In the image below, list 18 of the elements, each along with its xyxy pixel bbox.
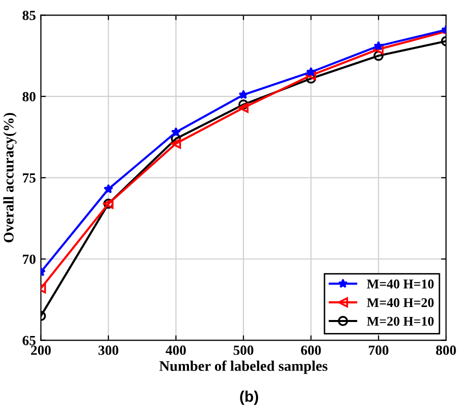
- x-tick-label: 700: [368, 346, 388, 355]
- x-tick-label: 200: [31, 346, 51, 355]
- x-tick-label: 300: [98, 346, 118, 355]
- y-tick-label: 80: [22, 92, 36, 102]
- x-axis-title: Number of labeled samples: [159, 360, 328, 374]
- x-tick-label: 600: [301, 346, 321, 355]
- x-tick-label: 800: [436, 346, 456, 355]
- y-tick-label: 75: [22, 173, 36, 183]
- text: (b): [240, 390, 258, 405]
- y-tick-label: 65: [22, 336, 36, 346]
- legend-label: M=20 H=10: [366, 316, 434, 326]
- y-tick-label: 85: [22, 10, 36, 20]
- x-tick-label: 500: [234, 346, 254, 355]
- legend-label: M=40 H=20: [366, 298, 434, 308]
- y-axis-title: Overall accuracy(%): [3, 112, 17, 242]
- legend-label: M=40 H=10: [366, 280, 434, 288]
- x-tick-label: 400: [166, 346, 186, 355]
- y-tick-label: 70: [22, 254, 36, 264]
